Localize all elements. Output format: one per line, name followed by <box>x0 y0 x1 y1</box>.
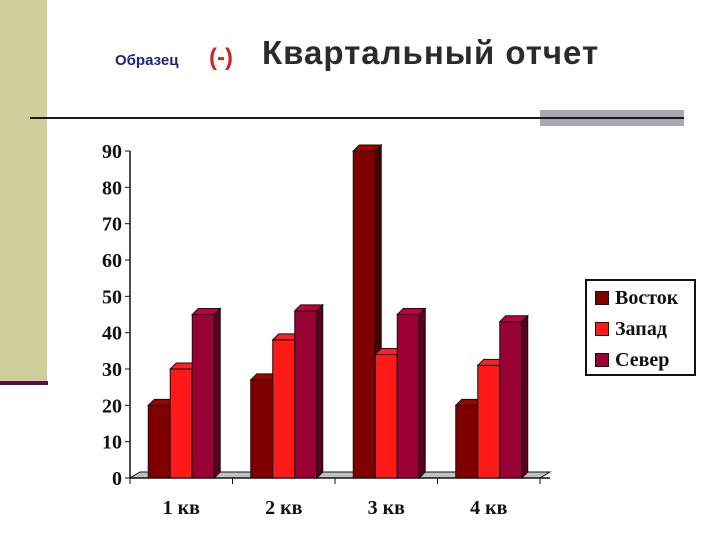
bar-front <box>455 404 479 479</box>
bar-front <box>294 310 318 479</box>
x-category-label: 1 кв <box>163 497 201 519</box>
bar-front <box>272 339 296 479</box>
bar <box>498 314 529 480</box>
bar-front <box>250 379 274 479</box>
chart-labels: 0 10 20 30 40 50 60 70 80 90 1 кв 2 кв 3 кв 4 кв <box>102 141 508 519</box>
bar-front <box>477 364 501 479</box>
bar-front <box>191 314 215 479</box>
slide-title: Квартальный отчет <box>262 34 600 71</box>
chart-legend: Восток Запад Север <box>585 279 696 376</box>
bar-side <box>316 303 324 480</box>
bar-front <box>499 321 523 479</box>
legend-label-sever: Север <box>615 348 670 371</box>
y-tick-label: 80 <box>102 177 122 199</box>
legend-swatch-sever <box>595 353 609 367</box>
bar-front <box>352 150 376 479</box>
y-tick-label: 70 <box>102 214 122 236</box>
y-tick-label: 30 <box>102 359 122 381</box>
side-decor-line <box>0 381 48 385</box>
x-category-label: 3 кв <box>368 497 406 519</box>
bar-side <box>521 314 529 480</box>
y-tick-label: 50 <box>102 286 122 308</box>
chart-bars <box>147 143 529 480</box>
bar <box>191 307 222 480</box>
legend-swatch-vostok <box>595 291 609 305</box>
legend-item-vostok: Восток <box>595 287 678 309</box>
sample-mark: (-) <box>209 44 233 71</box>
y-tick-label: 40 <box>102 323 122 345</box>
y-tick-label: 60 <box>102 250 122 272</box>
legend-swatch-zapad <box>595 322 609 336</box>
y-tick-label: 90 <box>102 141 122 163</box>
legend-label-vostok: Восток <box>615 286 679 309</box>
bar-front <box>169 368 193 479</box>
y-tick-label: 20 <box>102 395 122 417</box>
legend-item-sever: Север <box>595 349 669 371</box>
title-rule-accent-line <box>540 117 684 119</box>
y-tick-label: 10 <box>102 432 122 454</box>
legend-label-zapad: Запад <box>615 317 667 340</box>
bar-front <box>374 353 398 479</box>
side-decor-strip <box>0 0 47 383</box>
sample-label: Образец <box>115 52 179 69</box>
bar-front <box>147 404 171 479</box>
bar-front <box>396 314 420 479</box>
title-rule <box>30 117 540 119</box>
y-tick-label: 0 <box>112 468 122 490</box>
bar <box>396 307 427 480</box>
bar <box>293 303 324 480</box>
bar-side <box>213 307 221 480</box>
bar-side <box>418 307 426 480</box>
x-category-label: 4 кв <box>470 497 508 519</box>
legend-item-zapad: Запад <box>595 318 667 340</box>
x-category-label: 2 кв <box>265 497 303 519</box>
